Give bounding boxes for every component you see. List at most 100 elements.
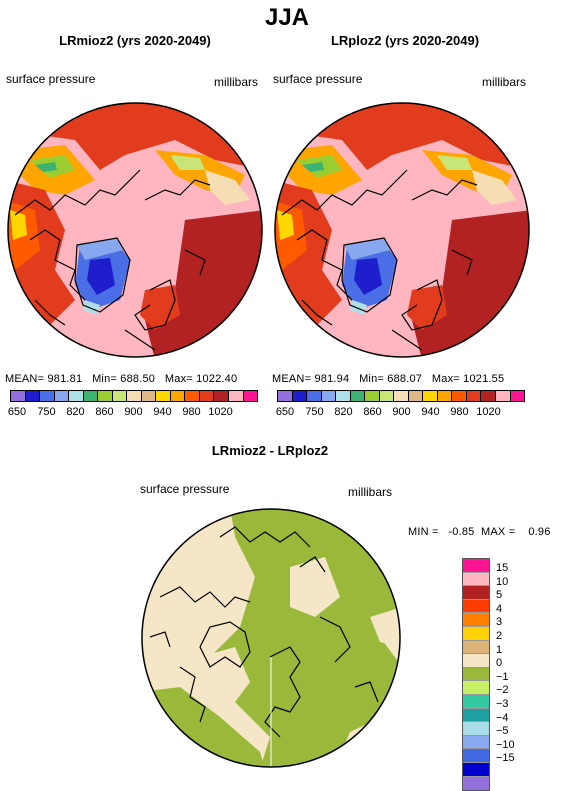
panel2-colorbar-swatch <box>321 391 337 401</box>
diff-legend-label: −1 <box>496 670 509 683</box>
panel1-colorbar-swatch <box>243 391 258 401</box>
diff-legend-swatch <box>463 626 489 641</box>
panel2-variable-label: surface pressure <box>273 72 363 86</box>
panel1-colorbar-swatch <box>199 391 215 401</box>
panel1-colorbar-swatch <box>170 391 186 401</box>
panel2-colorbar-swatch <box>510 391 525 401</box>
diff-legend-label: −15 <box>496 752 515 765</box>
diff-units-label: millibars <box>348 485 393 499</box>
panel2-colorbar-swatch <box>394 391 409 401</box>
diff-legend-swatch <box>463 613 489 627</box>
panel1-colorbar-tick: 860 <box>95 406 114 418</box>
diff-legend-label: −2 <box>496 684 509 697</box>
panel1-colorbar-tick: 820 <box>66 406 85 418</box>
panel1-colorbar-swatch <box>54 391 70 401</box>
panel2-colorbar-tick: 940 <box>421 406 440 418</box>
panel1-colorbar-swatch <box>11 391 26 401</box>
panel2-stats: MEAN= 981.94 Min= 688.07 Max= 1021.55 <box>272 373 505 385</box>
diff-legend-label: 3 <box>496 616 503 629</box>
diff-legend-swatch <box>463 640 489 655</box>
diff-legend <box>462 558 490 791</box>
panel1-colorbar-ticks: 650 750 820 860 900 940 980 1020 <box>2 406 235 418</box>
diff-legend-swatch <box>463 654 489 668</box>
panel2-colorbar-swatch <box>452 391 467 401</box>
panel2-polar-map <box>274 102 530 358</box>
panel2-colorbar-swatch <box>466 391 482 401</box>
diff-legend-swatch <box>463 586 489 600</box>
panel1-colorbar-swatch <box>156 391 171 401</box>
panel1-colorbar-swatch <box>141 391 157 401</box>
diff-legend-swatch <box>463 776 489 791</box>
panel2-colorbar-ticks: 650 750 820 860 900 940 980 1020 <box>270 406 503 418</box>
diff-legend-swatch <box>463 708 489 723</box>
diff-legend-swatch <box>463 572 489 587</box>
panel1-colorbar <box>10 390 258 402</box>
panel1-colorbar-tick: 750 <box>37 406 56 418</box>
panel2-colorbar-swatch <box>350 391 366 401</box>
panel1-units-label: millibars <box>214 75 259 89</box>
panel1-colorbar-tick: 1020 <box>208 406 233 418</box>
panel1-colorbar-swatch <box>214 391 229 401</box>
panel2-colorbar-swatch <box>278 391 293 401</box>
panel2-colorbar-tick: 1020 <box>476 406 501 418</box>
diff-legend-label: 2 <box>496 629 503 642</box>
panel1-colorbar-swatch <box>228 391 244 401</box>
panel1-variable-label: surface pressure <box>6 72 96 86</box>
panel1-colorbar-swatch <box>69 391 84 401</box>
panel2-units-label: millibars <box>482 75 527 89</box>
diff-stats: MIN = -0.85 MAX = 0.96 <box>408 526 551 538</box>
diff-legend-label: 5 <box>496 589 503 602</box>
panel2-colorbar-tick: 900 <box>392 406 411 418</box>
diff-legend-label: 4 <box>496 602 503 615</box>
panel2-colorbar-swatch <box>423 391 438 401</box>
panel2-colorbar-swatch <box>365 391 380 401</box>
panel1-colorbar-swatch <box>83 391 99 401</box>
diff-legend-labels: 15 10 5 4 3 2 1 0 −1 −2 −3 −4 −5 −10 −15 <box>496 562 515 766</box>
diff-legend-swatch <box>463 735 489 750</box>
panel2-colorbar-tick: 820 <box>334 406 353 418</box>
panel2-colorbar-swatch <box>408 391 424 401</box>
panel2-colorbar-swatch <box>481 391 496 401</box>
figure-title: JJA <box>264 4 310 31</box>
panel2-colorbar-swatch <box>292 391 308 401</box>
panel1-colorbar-swatch <box>25 391 41 401</box>
panel2-colorbar-tick: 980 <box>450 406 469 418</box>
diff-polar-map <box>141 508 401 769</box>
panel1-title: LRmioz2 (yrs 2020-2049) <box>59 33 211 48</box>
panel1-colorbar-tick: 940 <box>153 406 172 418</box>
diff-legend-swatch <box>463 667 489 682</box>
panel1-colorbar-tick: 980 <box>182 406 201 418</box>
panel2-colorbar-tick: 650 <box>275 406 295 418</box>
panel1-colorbar-swatch <box>40 391 55 401</box>
panel1-colorbar-swatch <box>185 391 200 401</box>
diff-legend-swatch <box>463 722 489 736</box>
diff-title: LRmioz2 - LRploz2 <box>211 443 329 458</box>
diff-legend-label: −10 <box>496 738 515 751</box>
panel1-colorbar-tick: 650 <box>7 406 27 418</box>
diff-legend-label: −5 <box>496 725 509 738</box>
panel1-stats: MEAN= 981.81 Min= 688.50 Max= 1022.40 <box>5 373 238 385</box>
diff-legend-label: 0 <box>496 657 503 670</box>
panel2-colorbar-tick: 750 <box>305 406 324 418</box>
panel1-polar-map <box>7 102 263 358</box>
diff-legend-swatch <box>463 681 489 695</box>
panel2-colorbar-swatch <box>495 391 511 401</box>
diff-legend-label: −3 <box>496 697 509 710</box>
diff-legend-swatch <box>463 599 489 614</box>
panel1-colorbar-swatch <box>127 391 142 401</box>
panel1-colorbar-swatch <box>112 391 128 401</box>
diff-legend-label: 1 <box>496 643 503 656</box>
diff-legend-swatch <box>463 749 489 763</box>
panel2-colorbar <box>277 390 525 402</box>
diff-legend-swatch <box>463 559 489 573</box>
diff-legend-swatch <box>463 694 489 709</box>
panel2-colorbar-swatch <box>336 391 351 401</box>
diff-legend-label: 15 <box>496 562 509 574</box>
panel2-title: LRploz2 (yrs 2020-2049) <box>330 33 480 48</box>
diff-legend-label: 10 <box>496 575 509 588</box>
panel1-colorbar-tick: 900 <box>124 406 143 418</box>
diff-legend-label: −4 <box>496 711 509 724</box>
panel2-colorbar-swatch <box>437 391 453 401</box>
panel1-colorbar-swatch <box>98 391 113 401</box>
panel2-colorbar-tick: 860 <box>363 406 382 418</box>
